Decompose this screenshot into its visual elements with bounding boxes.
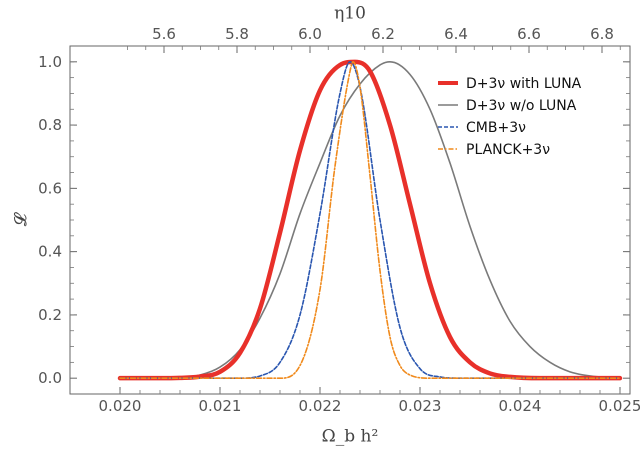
legend: D+3ν with LUNA D+3ν w/o LUNA CMB+3ν PLANCK+… — [438, 76, 582, 158]
x-tick-label: 0.023 — [399, 397, 442, 415]
series-line-1 — [119, 61, 621, 379]
x-tick-label: 0.021 — [199, 397, 242, 415]
y-tick-label: 1.0 — [38, 53, 62, 71]
top-tick-label: 6.0 — [298, 25, 322, 43]
top-tick-label: 6.8 — [590, 25, 614, 43]
y-tick-label: 0.0 — [38, 369, 62, 387]
series-line-3 — [119, 61, 621, 379]
x-tick-label: 0.022 — [299, 397, 342, 415]
legend-label-2: CMB+3ν — [466, 120, 526, 136]
legend-label-0: D+3ν with LUNA — [466, 76, 582, 92]
top-axis-ticks: 5.6 5.8 6.0 6.2 6.4 6.6 6.8 — [127, 25, 621, 53]
y-tick-label: 0.8 — [38, 116, 62, 134]
top-tick-label: 6.4 — [444, 25, 468, 43]
y-axis-title: 𝓛 — [12, 211, 32, 226]
top-tick-label: 6.6 — [517, 25, 541, 43]
top-axis-title: η10 — [334, 4, 366, 24]
curves-layer — [117, 59, 623, 381]
y-tick-label: 0.2 — [38, 306, 62, 324]
y-tick-label: 0.4 — [38, 243, 62, 261]
x-tick-label: 0.020 — [99, 397, 142, 415]
top-tick-label: 5.8 — [225, 25, 249, 43]
x-tick-label: 0.024 — [499, 397, 542, 415]
top-tick-label: 6.2 — [371, 25, 395, 43]
legend-label-1: D+3ν w/o LUNA — [466, 98, 577, 114]
bottom-axis-ticks: 0.020 0.021 0.022 0.023 0.024 0.025 — [99, 387, 640, 415]
plot-area: 0.020 0.021 0.022 0.023 0.024 0.025 0.0 0.2 0.4… — [38, 25, 640, 415]
top-tick-label: 5.6 — [152, 25, 176, 43]
x-axis-title: Ω_b h² — [322, 427, 379, 447]
left-axis-ticks: 0.0 0.2 0.4 0.6 0.8 1.0 — [38, 53, 630, 387]
x-tick-label: 0.025 — [599, 397, 640, 415]
y-tick-label: 0.6 — [38, 179, 62, 197]
series-line-2 — [119, 61, 621, 379]
legend-label-3: PLANCK+3ν — [466, 142, 550, 158]
